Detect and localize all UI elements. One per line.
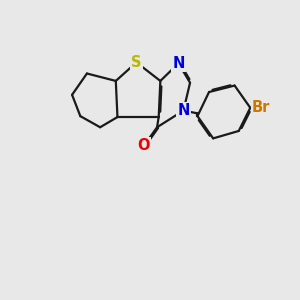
Text: N: N [177, 103, 190, 118]
Text: N: N [172, 56, 185, 71]
Text: Br: Br [252, 100, 270, 115]
Text: S: S [131, 55, 142, 70]
Text: O: O [138, 138, 150, 153]
